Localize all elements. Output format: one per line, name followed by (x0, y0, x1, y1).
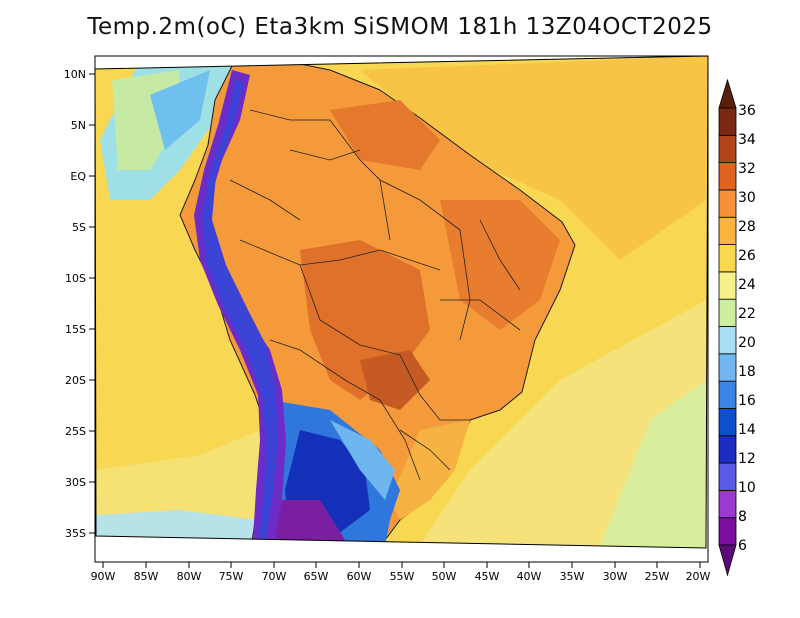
lon-label: 35W (560, 570, 585, 583)
colorbar-label: 26 (738, 248, 756, 264)
andes-core (202, 80, 278, 548)
lat-label: 15S (65, 323, 86, 336)
pacific-south-zone (96, 430, 262, 540)
colorbar-label: 12 (738, 451, 756, 467)
lon-label: 60W (347, 570, 372, 583)
colorbar-segment (718, 462, 737, 491)
colorbar-label: 24 (738, 277, 756, 293)
lat-label: 5N (71, 119, 86, 132)
colorbar-segment (718, 408, 737, 437)
map-domain (95, 56, 708, 548)
lon-label: 40W (517, 570, 542, 583)
longitude-axis: 90W 85W 80W 75W 70W 65W 60W 55W 50W 45W … (91, 562, 711, 583)
lon-label: 55W (390, 570, 415, 583)
colorbar-min-arrow (718, 544, 737, 577)
colorbar-segment (718, 326, 737, 355)
colorbar-segment (718, 107, 737, 136)
colorbar-label: 36 (738, 103, 756, 119)
lon-label: 50W (432, 570, 457, 583)
colorbar-segment (718, 189, 737, 218)
colorbar-labels: 6 8 10 12 14 16 18 20 22 24 26 28 30 32 … (738, 103, 756, 554)
colorbar-label: 18 (738, 364, 756, 380)
lat-label: 10N (64, 68, 86, 81)
lat-label: 10S (65, 272, 86, 285)
colorbar-label: 6 (738, 538, 747, 554)
lat-label: 5S (72, 221, 86, 234)
map-title: Temp.2m(oC) Eta3km SiSMOM 181h 13Z04OCT2… (87, 14, 713, 40)
colorbar-segment (718, 271, 737, 300)
colorbar-label: 32 (738, 161, 756, 177)
lon-label: 75W (219, 570, 244, 583)
lon-label: 25W (645, 570, 670, 583)
colorbar-label: 16 (738, 393, 756, 409)
colorbar-segment (718, 489, 737, 519)
colorbar-segment (718, 517, 737, 546)
colorbar-segment (718, 435, 737, 464)
pacific-north-blue (150, 70, 210, 150)
lat-label: 25S (65, 425, 86, 438)
colorbar-label: 22 (738, 306, 756, 322)
colorbar-segment (718, 134, 737, 164)
colorbar-segment (718, 162, 737, 191)
colorbar-label: 20 (738, 335, 756, 351)
pacific-south-cool (96, 510, 258, 545)
colorbar: 6 8 10 12 14 16 18 20 22 24 26 28 30 32 … (718, 78, 756, 577)
lon-label: 65W (304, 570, 329, 583)
colorbar-label: 30 (738, 190, 756, 206)
lat-label: 30S (65, 476, 86, 489)
lat-label: EQ (70, 170, 86, 183)
colorbar-label: 34 (738, 132, 756, 148)
lat-label: 35S (65, 527, 86, 540)
map-frame (94, 55, 709, 549)
colorbar-label: 28 (738, 219, 756, 235)
colorbar-max-arrow (718, 78, 737, 109)
country-borders (229, 109, 521, 481)
hot-zone-north (330, 100, 440, 170)
atlantic-warm-zone (360, 56, 708, 260)
colorbar-label: 8 (738, 509, 747, 525)
colorbar-segment (718, 298, 737, 327)
colorbar-segments (718, 107, 737, 546)
cool-zone-north-argentina (330, 420, 395, 500)
hot-zone-chaco (360, 350, 430, 410)
latitude-axis: 10N 5N EQ 5S 10S 15S 20S 25S 30S 35S (64, 68, 95, 540)
colorbar-label: 14 (738, 422, 756, 438)
colorbar-segment (718, 353, 737, 382)
colorbar-segment (718, 244, 737, 273)
lon-label: 85W (134, 570, 159, 583)
lon-label: 70W (262, 570, 287, 583)
colorbar-segment (718, 380, 737, 409)
lon-label: 20W (686, 570, 711, 583)
south-brazil-mild (390, 420, 470, 520)
colorbar-label: 10 (738, 480, 756, 496)
south-atlantic-cool (600, 380, 706, 548)
lat-label: 20S (65, 374, 86, 387)
lon-label: 30W (603, 570, 628, 583)
lon-label: 90W (91, 570, 116, 583)
colorbar-segment (718, 216, 737, 245)
lon-label: 80W (177, 570, 202, 583)
lon-label: 45W (475, 570, 500, 583)
